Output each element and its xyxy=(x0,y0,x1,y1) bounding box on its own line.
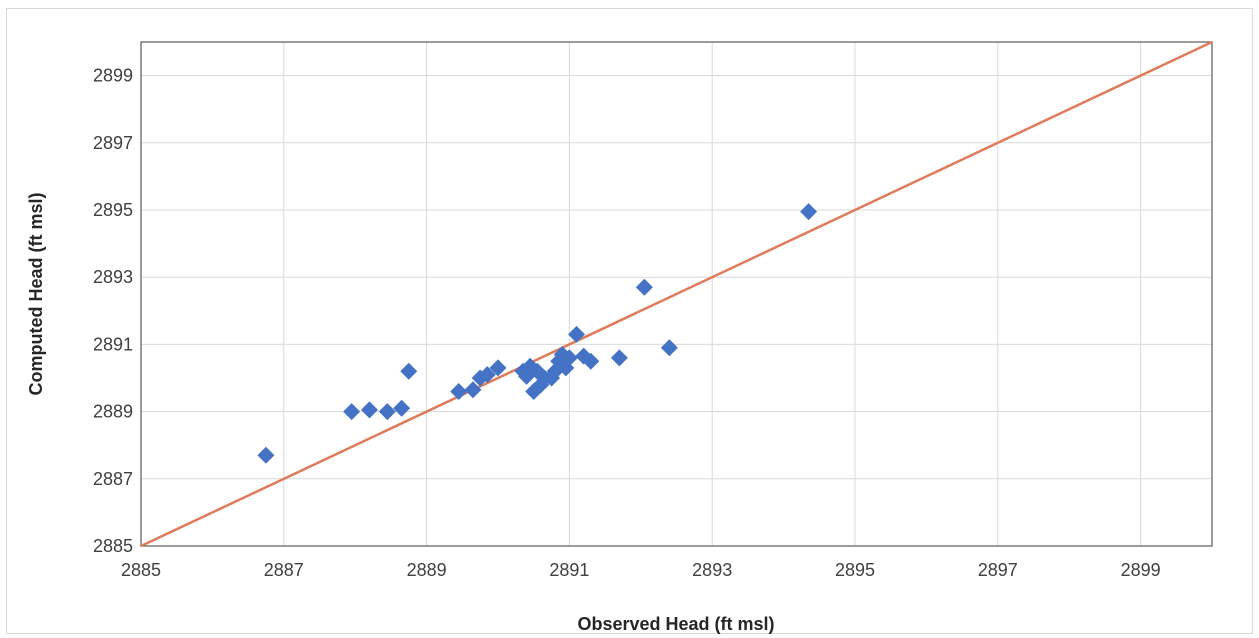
x-tick-label-4: 2893 xyxy=(692,560,732,580)
y-tick-label-5: 2895 xyxy=(93,200,133,220)
data-points xyxy=(257,203,818,464)
data-point-29 xyxy=(660,339,678,357)
data-point-3 xyxy=(378,403,396,421)
x-tick-label-5: 2895 xyxy=(835,560,875,580)
data-point-9 xyxy=(478,366,496,384)
x-tick-label-6: 2897 xyxy=(978,560,1018,580)
x-tick-label-7: 2899 xyxy=(1121,560,1161,580)
y-tick-label-6: 2897 xyxy=(93,133,133,153)
data-point-0 xyxy=(257,446,275,464)
data-point-27 xyxy=(610,349,628,367)
data-point-7 xyxy=(464,381,482,399)
data-point-5 xyxy=(400,362,418,380)
x-tick-label-2: 2889 xyxy=(407,560,447,580)
x-axis-title: Observed Head (ft msl) xyxy=(577,614,774,634)
data-point-10 xyxy=(489,359,507,377)
data-point-24 xyxy=(568,325,586,343)
y-tick-label-7: 2899 xyxy=(93,66,133,86)
y-tick-label-4: 2893 xyxy=(93,267,133,287)
y-axis-title: Computed Head (ft msl) xyxy=(26,192,46,395)
x-tick-label-0: 2885 xyxy=(121,560,161,580)
y-tick-label-2: 2889 xyxy=(93,402,133,422)
data-point-6 xyxy=(450,382,468,400)
chart-frame xyxy=(6,8,1253,634)
y-tick-label-3: 2891 xyxy=(93,334,133,354)
plot-border xyxy=(140,41,1213,547)
data-point-28 xyxy=(635,278,653,296)
y-tick-label-1: 2887 xyxy=(93,469,133,489)
one-to-one-line xyxy=(140,40,1213,548)
data-point-1 xyxy=(343,403,361,421)
data-point-23 xyxy=(560,349,578,367)
data-point-30 xyxy=(800,203,818,221)
x-tick-label-3: 2891 xyxy=(549,560,589,580)
gridlines xyxy=(140,41,1213,547)
data-point-26 xyxy=(582,352,600,370)
x-tick-label-1: 2887 xyxy=(264,560,304,580)
tick-labels: 2885 2887 2889 2891 2893 2895 2897 2899 2885 2887… xyxy=(93,66,1161,580)
data-point-4 xyxy=(393,399,411,417)
y-tick-label-0: 2885 xyxy=(93,536,133,556)
data-point-2 xyxy=(360,401,378,419)
reference-line-group xyxy=(140,40,1213,548)
